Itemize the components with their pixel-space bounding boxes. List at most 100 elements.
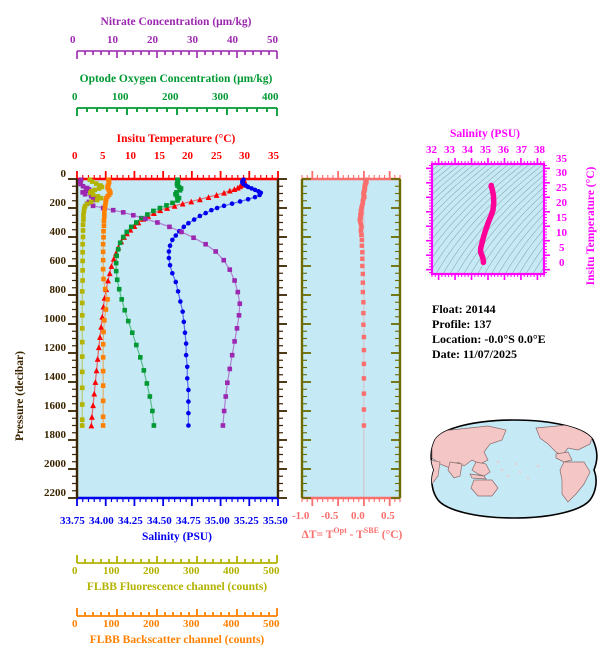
- metadata-profile-label: Profile:: [432, 317, 471, 331]
- ts-trace[interactable]: [477, 182, 497, 266]
- salinity-axis-title: Salinity (PSU): [142, 531, 212, 543]
- main-profile-canvas[interactable]: [68, 170, 287, 506]
- point-oxygen-28: [114, 277, 120, 283]
- point-oxygen-39: [150, 408, 155, 414]
- metadata-float-row: Float: 20144: [432, 302, 602, 317]
- point-temperature-9: [221, 189, 227, 196]
- nitrate-axis-ticklabels: 0 10 20 30 40 50: [70, 34, 278, 48]
- series-oxygen[interactable]: [113, 177, 184, 428]
- point-salinity-24: [173, 233, 179, 238]
- delta-t-title-part1: ΔT= T: [301, 528, 334, 541]
- point-salinity-26: [167, 243, 173, 248]
- point-backscatter-37: [100, 423, 106, 428]
- delta-t-pressure-axis-left: [300, 178, 311, 499]
- point-backscatter-35: [100, 398, 106, 404]
- pressure-tick-1: 200: [49, 197, 67, 209]
- float-metadata: Float: 20144 Profile: 137 Location: -0.0…: [432, 302, 602, 362]
- point-fluorescence-35: [79, 385, 85, 391]
- point-fluorescence-20: [80, 222, 86, 227]
- point-fluorescence-13: [88, 199, 94, 205]
- point-salinity-31: [173, 279, 179, 285]
- point-delta-t-40: [361, 322, 366, 327]
- backscatter-tick-4: 400: [223, 618, 240, 630]
- point-delta-t-42: [361, 347, 367, 353]
- point-delta-t-33: [360, 256, 365, 261]
- point-backscatter-17: [101, 218, 107, 224]
- salinity-tick-5: 35.00: [205, 515, 230, 527]
- point-backscatter-12: [103, 200, 108, 206]
- backscatter-tick-3: 300: [183, 618, 200, 630]
- point-fluorescence-1: [89, 179, 95, 184]
- temperature-axis-title: Insitu Temperature (°C): [116, 133, 236, 145]
- delta-t-panel[interactable]: -1.0 -0.5 0.0 0.5 ΔT= TOpt - TSBE (°C): [292, 165, 411, 545]
- delta-t-ruler-top: [301, 171, 401, 181]
- temperature-tick-4: 20: [182, 150, 193, 162]
- point-fluorescence-34: [79, 369, 85, 375]
- series-nitrate[interactable]: [77, 177, 243, 428]
- salinity-tick-1: 34.00: [89, 515, 114, 527]
- ts-salinity-axis-title: Salinity (PSU): [450, 128, 520, 140]
- delta-t-canvas[interactable]: [296, 170, 408, 506]
- ts-diagram-panel[interactable]: Salinity (PSU) 32 33 34 35 36 37 38 35 3…: [420, 128, 609, 288]
- point-oxygen-40: [151, 423, 157, 428]
- point-nitrate-7: [80, 190, 85, 195]
- point-oxygen-13: [170, 200, 175, 206]
- point-backscatter-32: [100, 355, 106, 360]
- fluorescence-tick-5: 500: [263, 565, 280, 577]
- delta-t-tick-2: 0.0: [351, 510, 365, 522]
- point-delta-t-30: [359, 237, 365, 243]
- pressure-tick-8: 1600: [44, 400, 66, 412]
- point-salinity-11: [252, 194, 258, 200]
- point-fluorescence-16: [81, 206, 87, 212]
- metadata-location-value: -0.0°S 0.0°E: [484, 332, 546, 346]
- temperature-tick-2: 10: [125, 150, 136, 162]
- point-fluorescence-0: [87, 177, 93, 183]
- nitrate-tick-4: 40: [227, 34, 238, 46]
- main-profile-panel[interactable]: Pressure (decibar) 0 200 400 600 800 100…: [0, 165, 300, 510]
- pressure-tick-6: 1200: [44, 342, 66, 354]
- ts-salinity-tick-5: 37: [516, 144, 527, 156]
- india-land: [447, 461, 463, 479]
- series-fluorescence[interactable]: [79, 177, 105, 428]
- indonesia-land: [469, 473, 487, 480]
- point-oxygen-12: [175, 198, 180, 203]
- point-fluorescence-2: [93, 181, 99, 186]
- point-nitrate-17: [120, 210, 126, 215]
- ts-temp-tick-25: 25: [556, 182, 567, 194]
- delta-t-title-units: (°C): [378, 528, 403, 541]
- series-delta-t[interactable]: [357, 177, 369, 428]
- backscatter-axis-ruler: [76, 608, 278, 617]
- point-backscatter-29: [102, 318, 107, 323]
- point-backscatter-19: [101, 228, 106, 234]
- delta-t-tick-0: -1.0: [292, 510, 310, 522]
- point-salinity-14: [229, 201, 235, 206]
- point-salinity-20: [191, 217, 197, 222]
- point-salinity-36: [182, 330, 188, 335]
- point-oxygen-25: [114, 253, 119, 259]
- salinity-axis-ticklabels: 33.75 34.00 34.25 34.50 34.75 35.00 35.2…: [60, 515, 288, 529]
- oxygen-tick-1: 100: [112, 91, 129, 103]
- series-salinity[interactable]: [166, 177, 264, 428]
- point-salinity-28: [166, 255, 172, 261]
- point-fluorescence-29: [79, 300, 85, 306]
- oxygen-tick-0: 0: [72, 91, 78, 103]
- point-delta-t-46: [361, 407, 367, 412]
- point-oxygen-29: [116, 286, 122, 292]
- ts-diagram-canvas[interactable]: [426, 158, 552, 281]
- point-oxygen-38: [147, 394, 153, 399]
- ts-temp-tick-10: 10: [556, 227, 567, 239]
- metadata-float-value: 20144: [465, 302, 496, 316]
- point-salinity-21: [186, 220, 191, 226]
- point-nitrate-14: [90, 203, 96, 209]
- oxygen-tick-4: 400: [262, 91, 279, 103]
- nitrate-tick-3: 30: [187, 34, 198, 46]
- nitrate-axis-group: Nitrate Concentration (μm/kg) 0 10 20 30…: [0, 16, 609, 68]
- series-backscatter[interactable]: [100, 177, 113, 428]
- point-nitrate-32: [234, 326, 240, 331]
- point-salinity-12: [245, 197, 251, 202]
- delta-t-ticklabels: -1.0 -0.5 0.0 0.5: [292, 510, 408, 524]
- point-salinity-22: [181, 224, 187, 230]
- point-oxygen-24: [115, 247, 121, 252]
- point-delta-t-28: [358, 228, 363, 233]
- point-oxygen-37: [144, 381, 150, 386]
